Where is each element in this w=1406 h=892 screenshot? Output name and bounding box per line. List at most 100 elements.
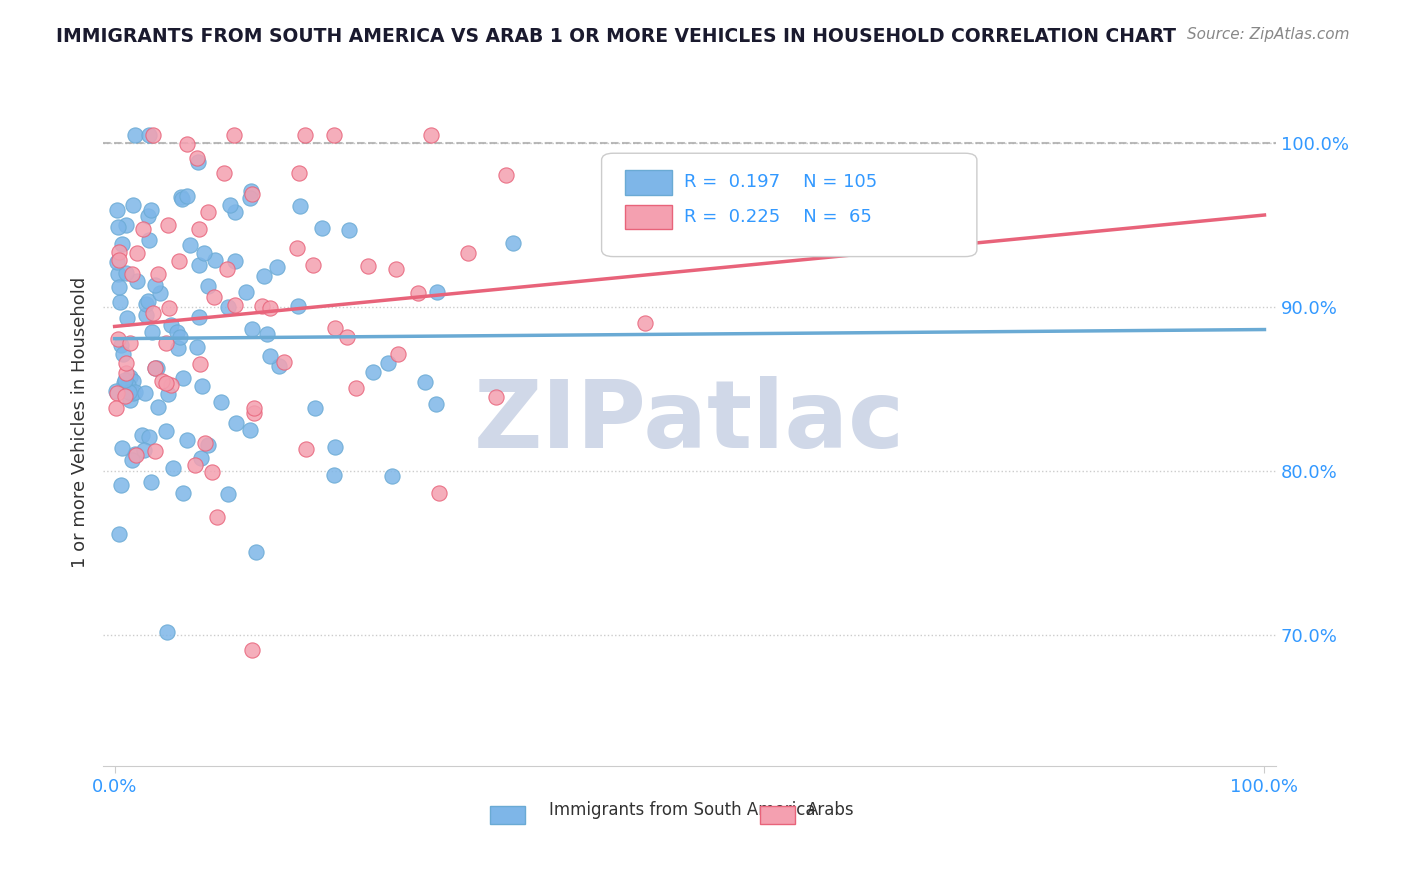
Immigrants from South America [143, 360, 166, 375]
Immigrants from South America [170, 190, 193, 204]
Immigrants from South America [217, 487, 239, 501]
Arabs [259, 301, 281, 315]
Immigrants from South America [197, 438, 219, 452]
Immigrants from South America [425, 397, 447, 411]
Arabs [159, 378, 181, 392]
Immigrants from South America [288, 199, 311, 213]
Immigrants from South America [138, 128, 160, 142]
Immigrants from South America [267, 359, 290, 373]
Arabs [156, 218, 179, 232]
Immigrants from South America [176, 434, 198, 448]
Arabs [302, 258, 325, 272]
Arabs [222, 128, 245, 142]
Immigrants from South America [204, 252, 226, 267]
Arabs [186, 151, 208, 165]
Immigrants from South America [107, 219, 129, 234]
Arabs [131, 222, 153, 236]
Immigrants from South America [135, 308, 157, 322]
Arabs [250, 299, 273, 313]
Arabs [406, 285, 429, 300]
Arabs [457, 246, 479, 260]
Immigrants from South America [239, 191, 262, 205]
Immigrants from South America [187, 258, 209, 272]
Immigrants from South America [149, 285, 172, 300]
Arabs [187, 222, 209, 236]
Arabs [202, 290, 225, 304]
Arabs [155, 336, 177, 351]
Immigrants from South America [111, 237, 134, 252]
Immigrants from South America [266, 260, 288, 274]
Immigrants from South America [145, 277, 167, 292]
Immigrants from South America [240, 321, 263, 335]
Immigrants from South America [115, 266, 138, 280]
Arabs [323, 320, 346, 334]
Immigrants from South America [209, 395, 232, 409]
FancyBboxPatch shape [491, 806, 526, 823]
Arabs [420, 128, 443, 142]
Immigrants from South America [187, 155, 209, 169]
Y-axis label: 1 or more Vehicles in Household: 1 or more Vehicles in Household [72, 277, 89, 567]
Immigrants from South America [124, 385, 146, 400]
Immigrants from South America [117, 378, 139, 392]
Arabs [357, 259, 380, 273]
Arabs [120, 336, 142, 351]
Immigrants from South America [176, 189, 198, 203]
Arabs [150, 374, 173, 388]
Text: Immigrants from South America: Immigrants from South America [548, 801, 815, 819]
Immigrants from South America [186, 339, 208, 353]
Immigrants from South America [172, 370, 194, 384]
Immigrants from South America [413, 376, 436, 390]
Immigrants from South America [131, 428, 153, 442]
Arabs [224, 298, 246, 312]
Immigrants from South America [110, 478, 132, 492]
Arabs [485, 390, 508, 404]
Immigrants from South America [139, 475, 162, 489]
Immigrants from South America [166, 341, 188, 355]
Immigrants from South America [218, 197, 240, 211]
Arabs [243, 401, 266, 416]
Arabs [114, 389, 136, 403]
Arabs [155, 376, 177, 390]
Arabs [157, 301, 180, 316]
Immigrants from South America [138, 430, 160, 444]
Immigrants from South America [377, 356, 399, 370]
Immigrants from South America [155, 425, 177, 439]
Immigrants from South America [197, 278, 219, 293]
Immigrants from South America [124, 128, 146, 142]
Immigrants from South America [224, 205, 246, 219]
Immigrants from South America [108, 527, 131, 541]
Immigrants from South America [235, 285, 257, 300]
Arabs [107, 332, 129, 346]
Immigrants from South America [172, 485, 194, 500]
Arabs [108, 245, 131, 260]
Immigrants from South America [134, 386, 156, 401]
Immigrants from South America [239, 423, 262, 437]
Immigrants from South America [245, 545, 267, 559]
Immigrants from South America [121, 452, 143, 467]
Immigrants from South America [139, 202, 162, 217]
Immigrants from South America [141, 326, 163, 340]
Arabs [142, 128, 165, 142]
Immigrants from South America [190, 379, 212, 393]
Arabs [387, 346, 409, 360]
Arabs [495, 169, 517, 183]
Immigrants from South America [107, 267, 129, 281]
Arabs [141, 306, 163, 320]
Immigrants from South America [104, 384, 127, 398]
Arabs [207, 510, 229, 524]
Arabs [108, 253, 131, 268]
Immigrants from South America [304, 401, 326, 415]
Arabs [201, 465, 224, 479]
Arabs [634, 316, 657, 330]
Arabs [188, 357, 211, 371]
Immigrants from South America [112, 376, 135, 390]
Immigrants from South America [105, 255, 128, 269]
FancyBboxPatch shape [759, 806, 796, 823]
Immigrants from South America [361, 365, 384, 379]
Immigrants from South America [166, 325, 188, 339]
Immigrants from South America [159, 318, 181, 333]
Immigrants from South America [117, 385, 139, 400]
Immigrants from South America [193, 246, 215, 260]
Arabs [176, 137, 198, 152]
Arabs [105, 401, 128, 415]
